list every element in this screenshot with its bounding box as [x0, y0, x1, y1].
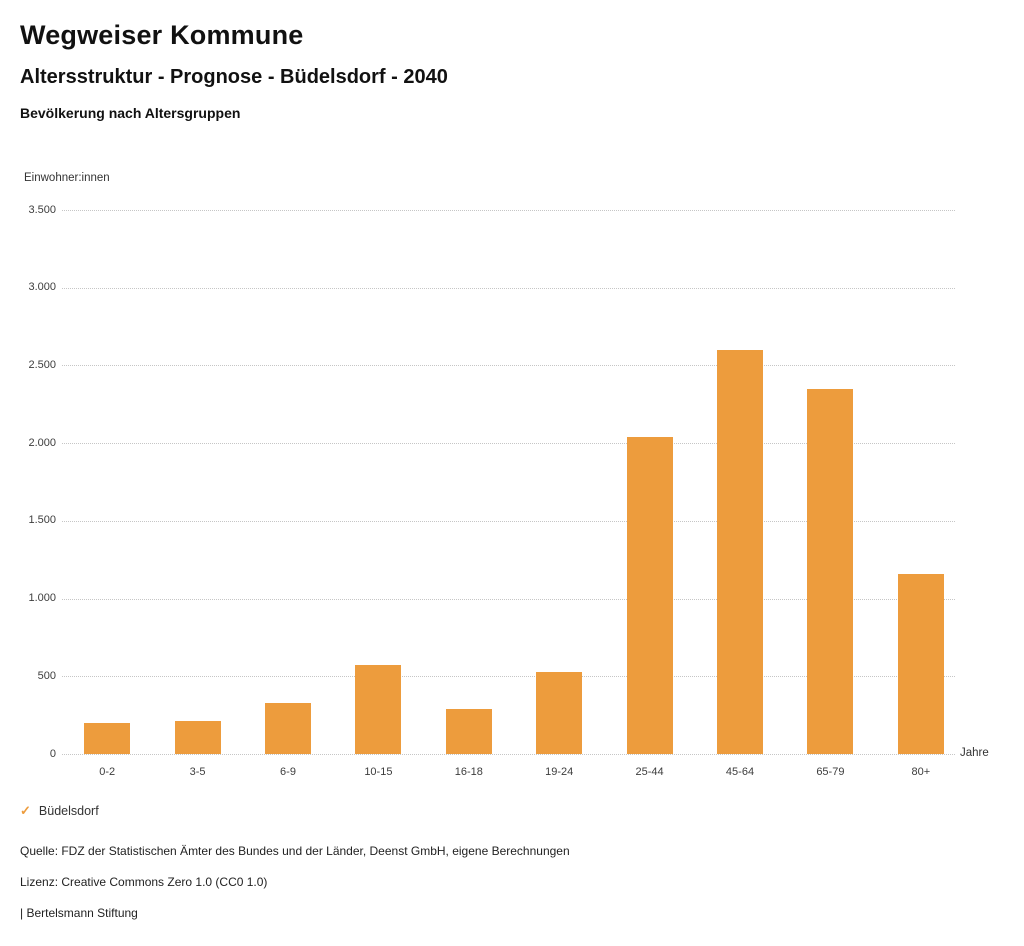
source-text: Quelle: FDZ der Statistischen Ämter des …	[20, 844, 570, 858]
bar-65-79[interactable]	[807, 388, 854, 754]
legend-check-icon: ✓	[20, 803, 31, 818]
x-tick-label: 0-2	[99, 766, 116, 778]
x-tick-label: 25-44	[635, 766, 664, 778]
bar-0-2[interactable]	[84, 722, 131, 754]
bar-25-44[interactable]	[626, 436, 673, 754]
bar-19-24[interactable]	[536, 672, 583, 754]
gridline	[62, 443, 955, 445]
y-tick-label: 500	[37, 669, 56, 682]
chart-subtitle: Altersstruktur - Prognose - Büdelsdorf -…	[20, 66, 448, 88]
y-tick-label: 1.000	[28, 592, 56, 605]
x-tick-label: 65-79	[816, 766, 845, 778]
y-tick-label: 3.000	[28, 281, 56, 294]
y-tick-label: 2.500	[28, 358, 56, 371]
y-tick-label: 0	[49, 747, 56, 760]
license-text: Lizenz: Creative Commons Zero 1.0 (CC0 1…	[20, 875, 268, 889]
page-title: Wegweiser Kommune	[20, 20, 304, 50]
y-tick-label: 1.500	[28, 514, 56, 527]
legend-item-buedelsdorf[interactable]: ✓ Büdelsdorf	[20, 803, 99, 819]
gridline	[62, 754, 955, 755]
gridline	[62, 598, 955, 600]
gridline	[62, 365, 955, 367]
x-tick-label: 45-64	[725, 766, 755, 778]
legend-label: Büdelsdorf	[38, 804, 99, 818]
y-axis-title: Einwohner:innen	[24, 172, 110, 184]
bar-80+[interactable]	[897, 573, 944, 754]
x-tick-label: 16-18	[454, 766, 483, 778]
bar-3-5[interactable]	[174, 721, 221, 754]
x-tick-label: 6-9	[280, 766, 296, 778]
y-tick-label: 3.500	[28, 203, 56, 216]
gridline	[62, 520, 955, 522]
bar-10-15[interactable]	[355, 665, 402, 754]
gridline	[62, 287, 955, 289]
bar-16-18[interactable]	[445, 708, 492, 754]
x-axis-unit-label: Jahre	[960, 747, 989, 759]
x-tick-label: 80+	[911, 766, 931, 778]
attribution-text: | Bertelsmann Stiftung	[20, 906, 138, 920]
gridline	[62, 676, 955, 678]
x-tick-label: 3-5	[189, 766, 206, 778]
bar-6-9[interactable]	[265, 703, 311, 754]
gridline	[62, 210, 955, 211]
chart-caption: Bevölkerung nach Altersgruppen	[20, 105, 241, 121]
y-tick-label: 2.000	[28, 436, 56, 449]
x-tick-label: 10-15	[364, 766, 393, 778]
x-tick-label: 19-24	[545, 766, 574, 778]
bar-45-64[interactable]	[717, 349, 763, 754]
